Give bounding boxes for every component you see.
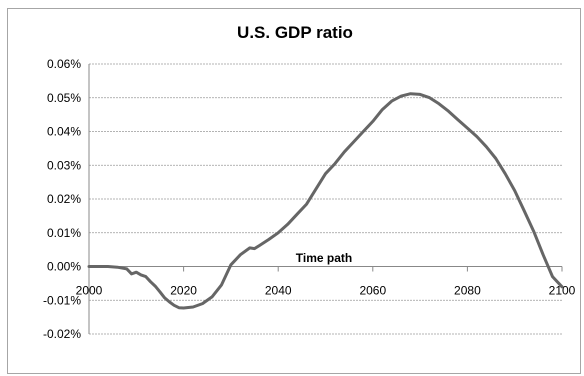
x-axis [88,266,563,272]
gdp-ratio-chart: U.S. GDP ratio 0.06% 0.05% 0.04% 0.03% 0.02%… [43,23,576,341]
x-axis-tick-labels: 2000 2020 2040 2060 2080 2100 [76,284,576,298]
chart-area: U.S. GDP ratio 0.06% 0.05% 0.04% 0.03% 0.02%… [7,8,581,374]
x-tick-label: 2040 [265,284,292,298]
y-tick-label: 0.03% [47,158,81,172]
y-tick-label: 0.05% [47,91,81,105]
x-tick-label: 2020 [170,284,197,298]
y-tick-label: 0.00% [47,260,81,274]
y-tick-label: 0.02% [47,192,81,206]
x-tick-label: 2100 [549,284,576,298]
y-tick-label: 0.01% [47,226,81,240]
x-tick-label: 2000 [76,284,103,298]
series-layer [87,92,564,310]
gdp-ratio-series-line [87,92,564,310]
y-axis-tick-labels: 0.06% 0.05% 0.04% 0.03% 0.02% 0.01% 0.00% -0.01… [43,57,81,341]
chart-title: U.S. GDP ratio [237,23,353,42]
y-tick-label: 0.04% [47,125,81,139]
y-tick-label: -0.02% [43,327,81,341]
y-tick-label: -0.01% [43,293,81,307]
y-tick-label: 0.06% [47,57,81,71]
x-tick-label: 2060 [359,284,386,298]
x-tick-label: 2080 [454,284,481,298]
time-path-annotation: Time path [296,251,352,265]
